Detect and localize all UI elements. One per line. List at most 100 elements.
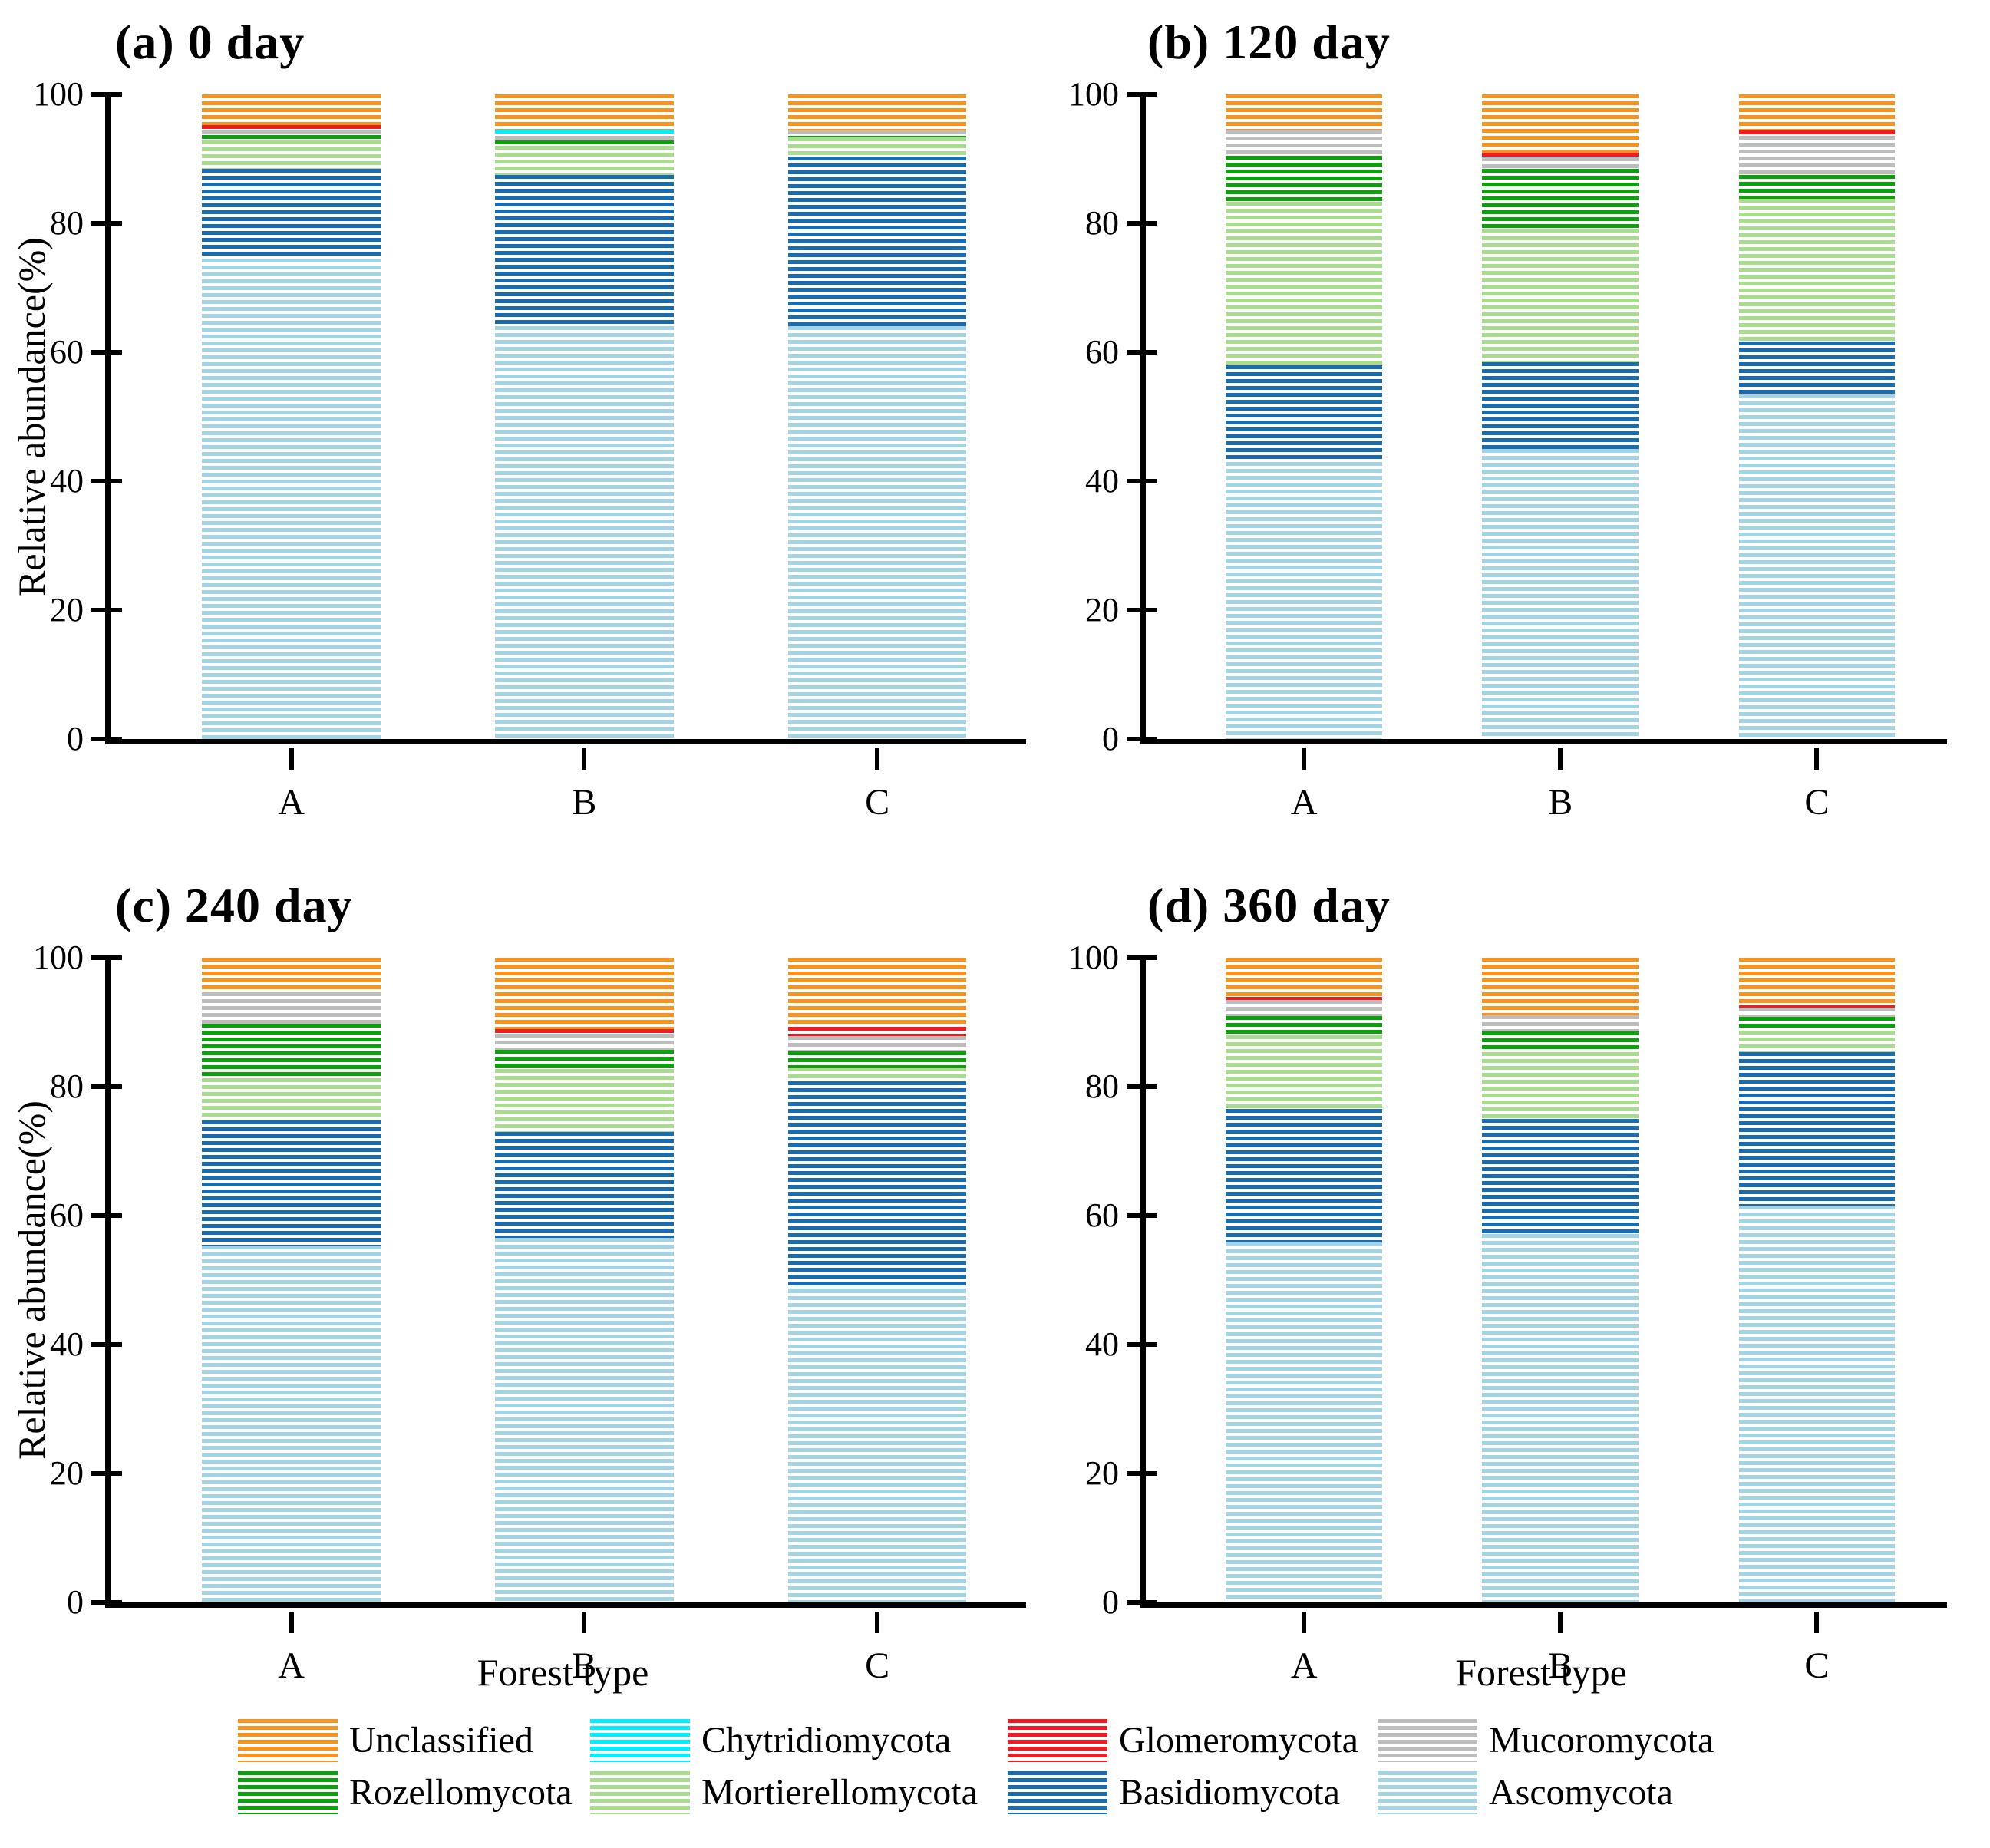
y-tick-label: 80 <box>50 204 84 242</box>
segment-ascomycota <box>787 326 967 739</box>
segment-glomeromycota <box>1738 130 1896 136</box>
stacked-bar-C <box>787 94 967 739</box>
segment-mortierellomycota <box>495 146 674 175</box>
legend-swatch-mortierellomycota <box>590 1771 690 1814</box>
segment-basidiomycota <box>495 1131 674 1238</box>
x-axis-label-panel-d: Forest type <box>1455 1651 1627 1694</box>
segment-rozellomycota <box>495 140 674 147</box>
panel-a-title: (a) 0 day <box>115 15 305 69</box>
segment-mortierellomycota <box>1226 202 1382 365</box>
y-tick-label: 40 <box>50 462 84 500</box>
x-category-label-B: B <box>1548 782 1573 823</box>
legend-swatch-mucoromycota <box>1378 1719 1477 1762</box>
segment-rozellomycota <box>787 1051 967 1068</box>
segment-glomeromycota <box>495 1029 674 1035</box>
segment-mucoromycota <box>202 992 381 1024</box>
segment-mucoromycota <box>495 135 674 141</box>
x-tick <box>1814 748 1820 770</box>
y-tick-label: 40 <box>1085 462 1119 500</box>
legend-label-rozellomycota: Rozellomycota <box>349 1772 573 1813</box>
segment-mortierellomycota <box>787 137 967 157</box>
segment-ascomycota <box>1482 448 1639 739</box>
segment-ascomycota <box>495 326 674 739</box>
legend-label-mortierellomycota: Mortierellomycota <box>701 1772 978 1813</box>
y-tick-label: 20 <box>50 1454 84 1492</box>
y-tick <box>91 1213 122 1218</box>
y-tick-label: 100 <box>1068 939 1119 976</box>
plot-area-panel-a: 0 20 40 60 80 100 A B C <box>33 76 1026 823</box>
segment-rozellomycota <box>495 1050 674 1070</box>
segment-mucoromycota <box>1482 1015 1639 1031</box>
y-tick-label: 100 <box>33 939 84 976</box>
segment-ascomycota <box>1738 394 1896 739</box>
segment-unclassified <box>1482 958 1639 1015</box>
legend-label-chytridiomycota: Chytridiomycota <box>701 1720 952 1761</box>
x-category-label-B: B <box>572 782 597 823</box>
plot-area-panel-c: 0 20 40 60 80 100 A B C <box>33 939 1026 1686</box>
y-tick-label: 60 <box>1085 333 1119 371</box>
stacked-bar-A <box>1226 94 1382 739</box>
segment-basidiomycota <box>202 1120 381 1246</box>
legend-label-basidiomycota: Basidiomycota <box>1119 1772 1340 1813</box>
y-tick-label: 80 <box>1085 1068 1119 1105</box>
segment-mortierellomycota <box>202 140 381 169</box>
segment-basidiomycota <box>1226 365 1382 462</box>
x-tick <box>1558 748 1563 770</box>
y-tick <box>1127 1084 1157 1089</box>
segment-basidiomycota <box>787 157 967 327</box>
x-tick <box>1302 748 1307 770</box>
plot-area-panel-d: 0 20 40 60 80 100 A B C <box>1068 939 1947 1686</box>
stacked-bar-A <box>1226 958 1382 1602</box>
y-tick <box>1127 608 1157 612</box>
segment-basidiomycota <box>787 1081 967 1289</box>
x-category-label-A: A <box>1290 1645 1318 1686</box>
y-tick-label: 0 <box>1102 720 1119 757</box>
segment-unclassified <box>1738 958 1896 1006</box>
y-tick <box>1127 955 1157 960</box>
segment-mortierellomycota <box>1738 199 1896 342</box>
segment-basidiomycota <box>495 174 674 327</box>
legend-swatch-ascomycota <box>1378 1771 1477 1814</box>
legend-label-ascomycota: Ascomycota <box>1489 1772 1673 1813</box>
segment-mucoromycota <box>787 130 967 136</box>
stacked-bar-B <box>1482 958 1639 1602</box>
segment-rozellomycota <box>1482 1031 1639 1052</box>
y-tick-label: 0 <box>1102 1583 1119 1621</box>
segment-mucoromycota <box>1226 1000 1382 1016</box>
x-tick <box>289 748 294 770</box>
y-tick-label: 60 <box>50 333 84 371</box>
segment-mortierellomycota <box>1482 229 1639 362</box>
segment-ascomycota <box>1738 1206 1896 1602</box>
panel-d-title: (d) 360 day <box>1147 878 1391 932</box>
legend-label-glomeromycota: Glomeromycota <box>1119 1720 1358 1761</box>
segment-ascomycota <box>1226 461 1382 739</box>
segment-unclassified <box>202 958 381 993</box>
segment-chytridiomycota <box>495 130 674 136</box>
y-tick-label: 40 <box>50 1325 84 1363</box>
legend-swatch-unclassified <box>238 1719 338 1762</box>
y-tick <box>91 1471 122 1476</box>
y-tick-label: 100 <box>1068 75 1119 113</box>
legend-label-mucoromycota: Mucoromycota <box>1489 1720 1714 1761</box>
stacked-bar-B <box>495 94 674 739</box>
x-tick <box>582 748 587 770</box>
segment-unclassified <box>787 94 967 131</box>
segment-glomeromycota <box>202 125 381 131</box>
segment-rozellomycota <box>1482 169 1639 230</box>
segment-mucoromycota <box>495 1034 674 1051</box>
segment-ascomycota <box>1226 1242 1382 1602</box>
segment-ascomycota <box>1482 1233 1639 1602</box>
segment-rozellomycota <box>787 135 967 138</box>
segment-basidiomycota <box>1738 341 1896 394</box>
segment-basidiomycota <box>202 168 381 259</box>
x-category-label-B: B <box>1548 1645 1573 1686</box>
x-tick <box>875 1612 880 1633</box>
x-category-label-C: C <box>865 782 890 823</box>
y-tick <box>91 350 122 355</box>
stacked-bar-C <box>1738 958 1896 1602</box>
segment-mortierellomycota <box>495 1069 674 1132</box>
y-tick-label: 80 <box>1085 204 1119 242</box>
x-category-label-A: A <box>1290 782 1318 823</box>
y-tick-label: 0 <box>67 720 84 757</box>
segment-rozellomycota <box>1226 1015 1382 1035</box>
